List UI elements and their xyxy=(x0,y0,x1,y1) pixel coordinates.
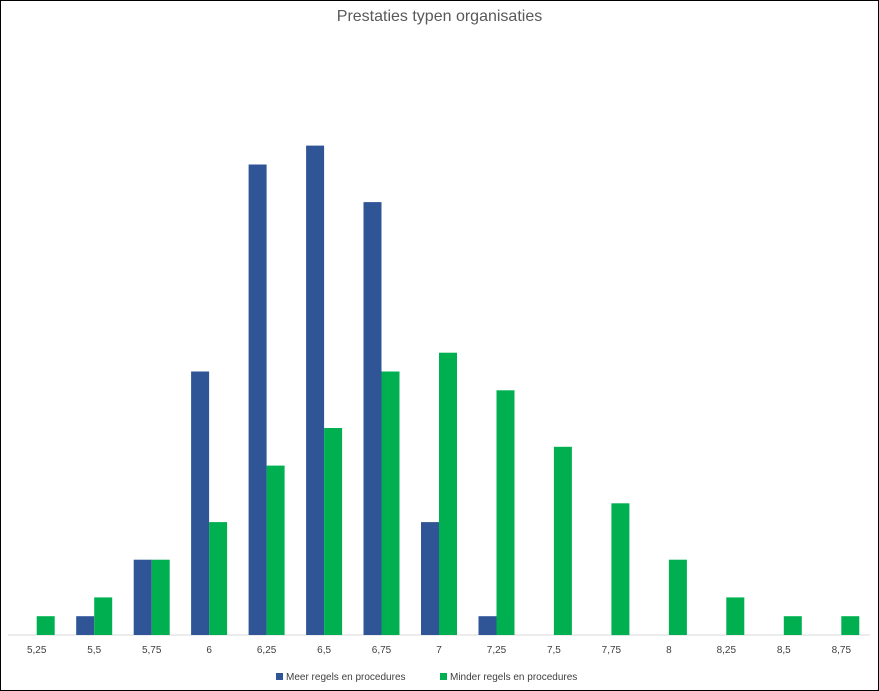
x-tick-label: 5,25 xyxy=(27,645,47,656)
x-tick-label: 6 xyxy=(206,645,212,656)
x-tick-label: 8,25 xyxy=(717,645,737,656)
legend-swatch-0 xyxy=(276,673,283,680)
x-tick-label: 7,5 xyxy=(547,645,561,656)
bar-meer-8 xyxy=(478,616,497,635)
bar-meer-4 xyxy=(248,164,267,635)
bar-minder-2 xyxy=(151,559,170,635)
x-tick-label: 7 xyxy=(436,645,442,656)
legend-swatch-1 xyxy=(440,673,447,680)
x-tick-label: 6,75 xyxy=(372,645,392,656)
bar-minder-10 xyxy=(611,503,630,636)
x-tick-labels: 5,25 5,5 5,75 6 6,25 6,5 6,75 7 7,25 7,5 7,75 8 8,25… xyxy=(27,645,852,656)
legend-label-0: Meer regels en procedures xyxy=(286,672,406,683)
bar-minder-5 xyxy=(324,428,343,635)
x-tick-label: 5,5 xyxy=(87,645,101,656)
bar-minder-11 xyxy=(668,559,687,635)
bar-minder-7 xyxy=(439,352,457,635)
bars-group xyxy=(36,145,860,636)
bar-minder-8 xyxy=(496,390,515,635)
bar-meer-7 xyxy=(421,522,439,635)
bar-minder-14 xyxy=(841,616,860,635)
x-tick-label: 7,25 xyxy=(487,645,507,656)
x-tick-label: 7,75 xyxy=(602,645,622,656)
bar-minder-6 xyxy=(381,371,400,635)
bar-meer-1 xyxy=(76,616,95,635)
x-tick-label: 8,75 xyxy=(832,645,852,656)
bar-meer-2 xyxy=(133,559,152,635)
legend-label-1: Minder regels en procedures xyxy=(450,672,577,683)
bar-meer-3 xyxy=(191,371,210,635)
bar-minder-12 xyxy=(726,597,745,635)
bar-minder-3 xyxy=(209,522,228,635)
bar-minder-4 xyxy=(266,465,285,635)
x-tick-label: 5,75 xyxy=(142,645,162,656)
bar-minder-13 xyxy=(783,616,802,635)
legend: Meer regels en procedures Minder regels e… xyxy=(276,672,577,683)
bar-minder-0 xyxy=(36,616,55,635)
x-tick-label: 8 xyxy=(666,645,672,656)
x-tick-label: 6,25 xyxy=(257,645,277,656)
x-tick-label: 8,5 xyxy=(777,645,791,656)
bar-minder-1 xyxy=(94,597,113,635)
chart-title: Prestaties typen organisaties xyxy=(336,8,543,25)
bar-meer-5 xyxy=(306,145,325,635)
bar-meer-6 xyxy=(363,202,382,635)
x-tick-label: 6,5 xyxy=(317,645,331,656)
bar-minder-9 xyxy=(553,446,572,635)
